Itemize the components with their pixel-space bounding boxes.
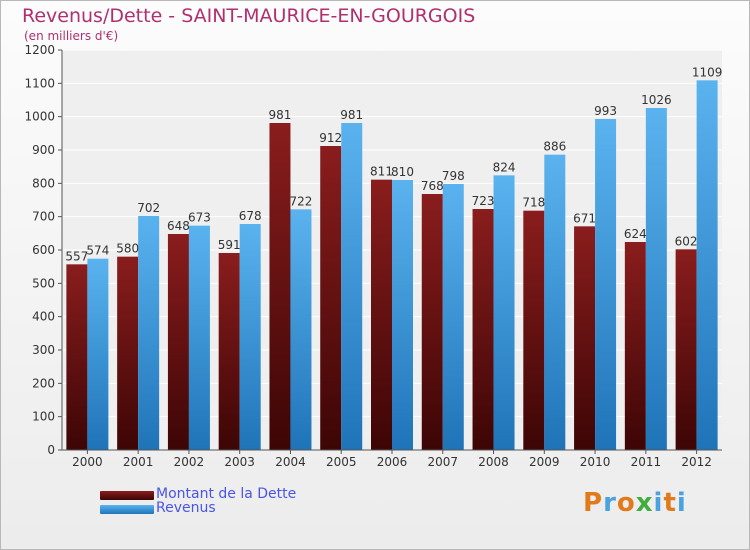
legend-swatch-revenus: [100, 505, 154, 514]
data-label: 723: [472, 194, 495, 208]
bar-revenus: [442, 184, 464, 450]
bar-revenus: [138, 216, 160, 450]
x-tick-label: 2003: [224, 455, 255, 469]
y-tick-label: 500: [32, 276, 55, 290]
bar-dette: [218, 253, 240, 450]
bar-revenus: [87, 258, 109, 450]
data-label: 673: [188, 211, 211, 225]
data-label: 1026: [641, 93, 672, 107]
bar-dette: [574, 226, 596, 450]
x-tick-label: 2001: [123, 455, 154, 469]
bar-dette: [523, 210, 545, 450]
data-label: 574: [86, 244, 109, 258]
x-tick-label: 2005: [326, 455, 357, 469]
x-tick-label: 2010: [580, 455, 611, 469]
data-label: 824: [493, 160, 516, 174]
bar-revenus: [493, 175, 515, 451]
legend-swatch-debt: [100, 491, 154, 500]
data-label: 993: [594, 104, 617, 118]
y-tick-label: 400: [32, 310, 55, 324]
bar-dette: [320, 146, 342, 450]
bar-dette: [167, 234, 189, 450]
chart-title: Revenus/Dette - SAINT-MAURICE-EN-GOURGOI…: [22, 5, 476, 27]
data-label: 912: [319, 131, 342, 145]
bar-dette: [624, 242, 646, 450]
x-tick-label: 2002: [174, 455, 205, 469]
data-label: 591: [218, 238, 241, 252]
x-tick-label: 2000: [72, 455, 103, 469]
data-label: 557: [65, 249, 88, 263]
logo-letter: r: [603, 488, 617, 518]
data-label: 981: [269, 108, 292, 122]
x-tick-label: 2007: [427, 455, 458, 469]
x-tick-label: 2009: [529, 455, 560, 469]
y-tick-label: 100: [32, 410, 55, 424]
data-label: 580: [116, 242, 139, 256]
x-tick-label: 2006: [377, 455, 408, 469]
logo-letter: P: [583, 488, 604, 518]
bar-dette: [371, 179, 392, 450]
bar-revenus: [239, 224, 261, 450]
y-tick-label: 1200: [24, 43, 55, 57]
data-label: 671: [573, 211, 596, 225]
data-label: 886: [543, 140, 566, 154]
data-label: 702: [137, 201, 160, 215]
y-tick-label: 900: [32, 143, 55, 157]
logo-letter: t: [663, 488, 677, 518]
data-label: 648: [167, 219, 190, 233]
bar-revenus: [290, 209, 312, 450]
bar-revenus: [392, 180, 413, 450]
data-label: 981: [340, 108, 363, 122]
data-label: 624: [624, 227, 647, 241]
x-tick-label: 2004: [275, 455, 306, 469]
logo-letter: o: [616, 488, 636, 518]
proxiti-logo: Proxiti: [583, 488, 687, 518]
bar-dette: [675, 249, 697, 450]
legend-label-revenus: Revenus: [156, 500, 216, 516]
bar-revenus: [341, 123, 363, 450]
y-tick-label: 300: [32, 343, 55, 357]
data-label: 602: [675, 234, 698, 248]
legend-label-debt: Montant de la Dette: [156, 486, 297, 502]
bar-dette: [472, 209, 494, 450]
bar-revenus: [544, 154, 566, 450]
bar-dette: [66, 264, 88, 450]
bar-revenus: [645, 108, 667, 450]
bar-dette: [269, 123, 291, 450]
bar-dette: [117, 256, 139, 450]
data-label: 810: [391, 165, 414, 179]
data-label: 722: [290, 194, 313, 208]
y-tick-label: 800: [32, 176, 55, 190]
y-tick-label: 600: [32, 243, 55, 257]
data-label: 678: [239, 209, 262, 223]
data-label: 811: [370, 165, 393, 179]
bar-revenus: [696, 80, 718, 450]
logo-letter: i: [653, 488, 664, 518]
y-tick-label: 0: [47, 443, 55, 457]
data-label: 1109: [692, 65, 723, 79]
bar-revenus: [188, 225, 210, 450]
x-tick-label: 2011: [631, 455, 662, 469]
y-tick-label: 700: [32, 210, 55, 224]
chart-subtitle: (en milliers d'€): [24, 29, 119, 43]
bar-dette: [421, 194, 443, 450]
logo-letter: i: [676, 488, 687, 518]
y-tick-label: 1100: [24, 76, 55, 90]
y-tick-label: 200: [32, 376, 55, 390]
logo-letter: x: [635, 488, 654, 518]
y-tick-label: 1000: [24, 110, 55, 124]
x-tick-label: 2012: [681, 455, 712, 469]
data-label: 798: [442, 169, 465, 183]
data-label: 768: [421, 179, 444, 193]
bar-revenus: [595, 119, 617, 450]
data-label: 718: [522, 196, 545, 210]
x-tick-label: 2008: [478, 455, 509, 469]
